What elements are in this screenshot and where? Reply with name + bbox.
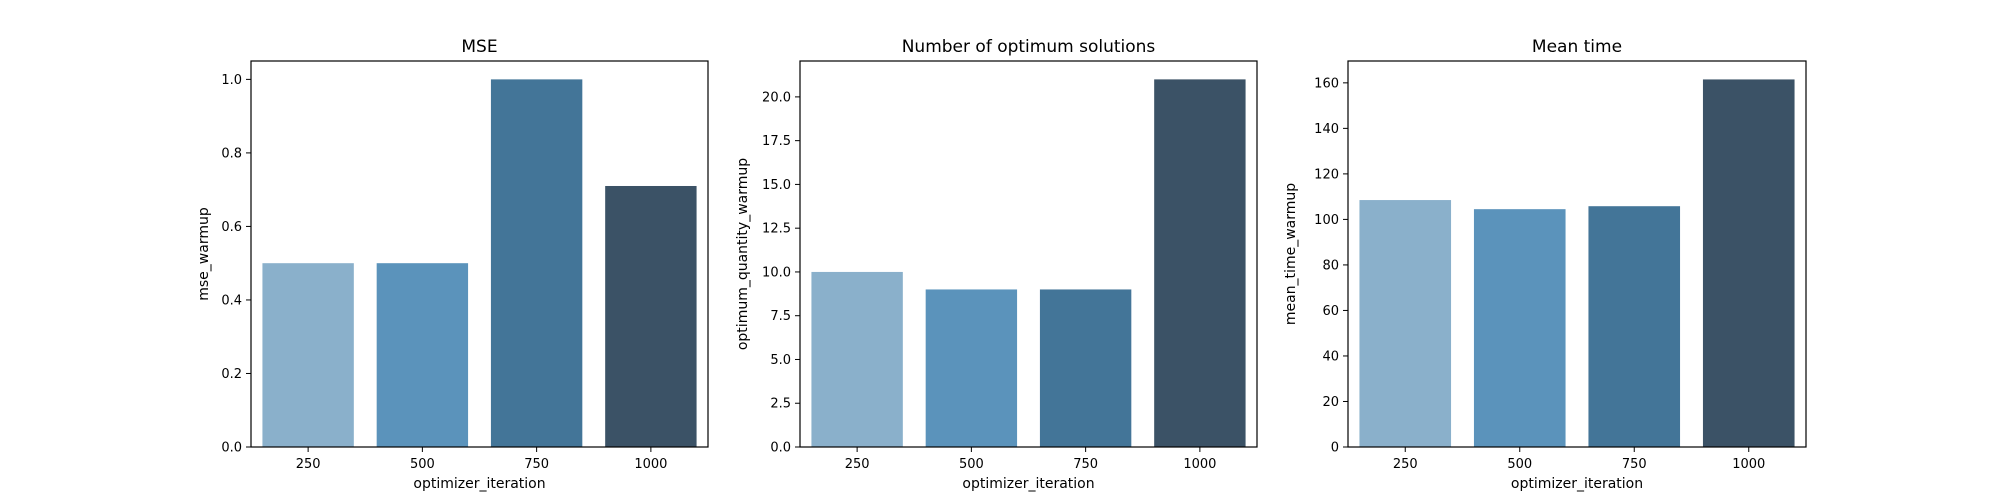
axes-frame (1347, 60, 1807, 448)
chart-panel-1: 0.0 0.2 0.4 0.6 0.8 1.0 250 500 750 1000 MSE optimi… (196, 37, 709, 492)
y-tick-label: 1.0 (221, 73, 242, 88)
y-tick-label: 120 (1314, 167, 1339, 182)
y-tick-label: 7.5 (770, 309, 791, 324)
bar-250 (262, 263, 354, 447)
y-tick-label: 80 (1322, 258, 1339, 273)
bar-750 (1588, 206, 1681, 447)
bar-750 (490, 79, 583, 447)
y-tick-label: 100 (1314, 213, 1339, 228)
chart-panel-3: 0 20 40 60 80 100 120 140 160 250 500 750 1000 Mean t… (1283, 37, 1807, 492)
x-tick-label: 500 (1507, 457, 1532, 472)
y-tick-label: 40 (1322, 349, 1339, 364)
chart-panel-2: 0.0 2.5 5.0 7.5 10.0 12.5 15.0 17.5 20.0 250 500 75… (735, 37, 1258, 492)
x-tick-label: 250 (1393, 457, 1418, 472)
y-tick-label: 0.8 (221, 146, 242, 161)
y-tick-label: 0 (1331, 441, 1339, 456)
y-tick-label: 0.4 (221, 293, 242, 308)
y-tick-label: 15.0 (762, 178, 791, 193)
x-axis-label: optimizer_iteration (962, 476, 1094, 492)
y-tick-label: 0.6 (221, 220, 242, 235)
axes-frame (250, 60, 709, 448)
x-tick-label: 500 (959, 457, 984, 472)
bar-1000 (605, 185, 697, 447)
bar-500 (376, 263, 469, 447)
y-tick-label: 12.5 (762, 222, 791, 237)
bar-750 (1039, 289, 1132, 447)
x-axis-label: optimizer_iteration (413, 476, 545, 492)
x-tick-label: 750 (1073, 457, 1098, 472)
y-tick-label: 140 (1314, 122, 1339, 137)
bar-500 (925, 289, 1018, 447)
chart-title: Mean time (1532, 37, 1622, 57)
x-tick-label: 750 (524, 457, 549, 472)
y-tick-label: 10.0 (762, 265, 791, 280)
chart-title: MSE (461, 37, 497, 57)
y-tick-label: 0.0 (221, 441, 242, 456)
x-tick-label: 1000 (1183, 457, 1216, 472)
y-axis-label: optimum_quantity_warmup (735, 158, 751, 350)
y-tick-label: 0.0 (770, 441, 791, 456)
y-tick-label: 20 (1322, 395, 1339, 410)
axes-frame (799, 60, 1258, 448)
x-tick-label: 250 (296, 457, 321, 472)
x-tick-label: 1000 (1732, 457, 1765, 472)
y-axis-label: mean_time_warmup (1283, 183, 1299, 325)
bar-1000 (1702, 79, 1795, 447)
x-tick-label: 1000 (634, 457, 667, 472)
y-tick-label: 160 (1314, 76, 1339, 91)
bar-250 (811, 271, 903, 447)
x-tick-label: 500 (410, 457, 435, 472)
x-tick-label: 250 (845, 457, 870, 472)
bar-500 (1473, 209, 1566, 447)
y-tick-label: 17.5 (762, 134, 791, 149)
y-tick-label: 2.5 (770, 397, 791, 412)
y-tick-label: 0.2 (221, 367, 242, 382)
bar-1000 (1154, 79, 1246, 447)
chart-title: Number of optimum solutions (902, 37, 1156, 57)
x-axis-label: optimizer_iteration (1511, 476, 1643, 492)
bar-250 (1359, 200, 1452, 447)
x-tick-label: 750 (1622, 457, 1647, 472)
y-tick-label: 20.0 (762, 90, 791, 105)
y-tick-label: 5.0 (770, 353, 791, 368)
y-tick-label: 60 (1322, 304, 1339, 319)
y-axis-label: mse_warmup (196, 207, 212, 301)
